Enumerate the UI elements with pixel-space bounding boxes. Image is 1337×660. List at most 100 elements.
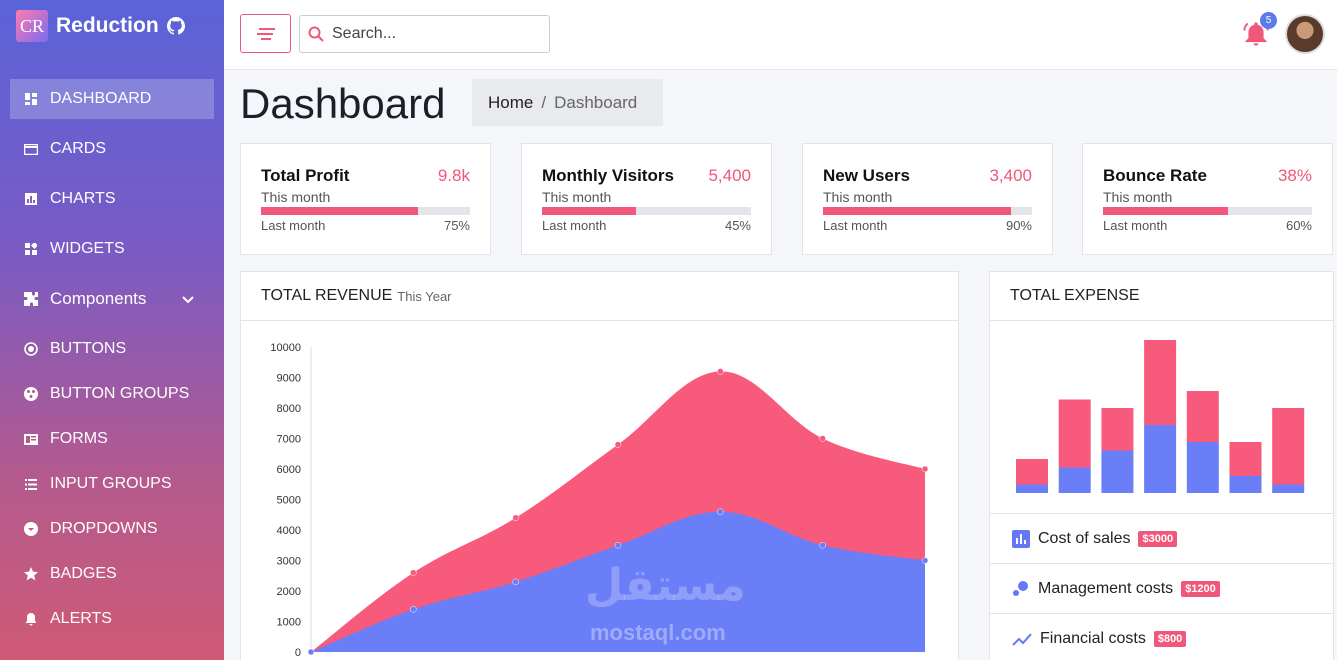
sidebar-item-badges[interactable]: BADGES [10, 554, 214, 594]
progress-bar [823, 207, 1032, 215]
revenue-panel: TOTAL REVENUE This Year 0 1000 2000 3000 400… [240, 271, 959, 660]
stat-label: Monthly Visitors [542, 166, 674, 185]
breadcrumb-current: Dashboard [554, 92, 638, 112]
data-point [819, 542, 826, 549]
brand[interactable]: CR Reduction [0, 0, 224, 52]
sidebar-item-label: INPUT GROUPS [50, 475, 172, 492]
expense-panel-header: TOTAL EXPENSE [990, 272, 1333, 321]
bar-segment [1101, 450, 1134, 493]
sidebar-item-label: CARDS [50, 140, 107, 157]
data-point [512, 514, 519, 522]
stat-percent: 75% [443, 218, 470, 233]
sidebar: CR Reduction DASHBOARD CARDS CHARTS WIDG… [0, 0, 224, 660]
sidebar-item-label: WIDGETS [50, 240, 125, 257]
stat-value: 3,400 [989, 166, 1032, 185]
sidebar-item-widgets[interactable]: WIDGETS [10, 229, 214, 269]
expense-item-financial-costs: Financial costs $800 [990, 613, 1333, 660]
revenue-subtitle: This Year [397, 288, 452, 304]
y-tick-label: 4000 [277, 525, 301, 537]
y-tick-label: 3000 [277, 556, 301, 568]
progress-fill [261, 207, 418, 215]
data-point [410, 606, 417, 613]
brand-name: Reduction [56, 14, 159, 37]
sidebar-item-label: ALERTS [50, 610, 112, 627]
stat-compare: Last month [261, 218, 326, 233]
data-point [921, 465, 929, 473]
sidebar-item-label: DASHBOARD [50, 90, 152, 107]
expense-amount-badge: $1200 [1181, 580, 1220, 597]
stat-value: 38% [1277, 166, 1312, 185]
stat-card-total-profit: Total Profit 9.8k This month Last month 75… [240, 143, 491, 255]
sidebar-item-alerts[interactable]: ALERTS [10, 599, 214, 639]
sidebar-item-components[interactable]: Components [10, 279, 214, 319]
bar-segment [1272, 408, 1305, 485]
bar-segment [1144, 425, 1177, 493]
search-input[interactable] [332, 25, 532, 43]
star-icon [24, 567, 38, 581]
expense-item-cost-of-sales: Cost of sales $3000 [990, 513, 1333, 563]
bar-segment [1186, 391, 1219, 442]
stat-value: 5,400 [708, 166, 751, 185]
data-point [921, 557, 929, 564]
notification-count-badge: 5 [1260, 12, 1277, 29]
sidebar-item-dashboard[interactable]: DASHBOARD [10, 79, 214, 119]
menu-toggle-button[interactable] [240, 14, 291, 53]
stat-sub: This month [261, 189, 331, 205]
expense-title: TOTAL EXPENSE [1010, 287, 1140, 304]
list-icon [24, 477, 38, 491]
stat-label: Bounce Rate [1103, 166, 1207, 185]
stat-card-monthly-visitors: Monthly Visitors 5,400 This month Last mo… [521, 143, 772, 255]
expense-amount-badge: $3000 [1138, 530, 1178, 547]
stat-percent: 90% [1005, 218, 1032, 233]
sidebar-item-buttons[interactable]: BUTTONS [10, 329, 214, 369]
menu-icon [256, 27, 275, 40]
area-series-1 [311, 511, 925, 652]
data-point [410, 569, 417, 576]
breadcrumb-home-link[interactable]: Home [488, 92, 534, 112]
sidebar-item-dropdowns[interactable]: DROPDOWNS [10, 509, 214, 549]
y-tick-label: 8000 [277, 403, 301, 415]
stat-card-bounce-rate: Bounce Rate 38% This month Last month 60% [1082, 143, 1333, 255]
progress-bar [261, 207, 470, 215]
sidebar-item-label: Components [50, 289, 147, 308]
bar-segment [1272, 484, 1305, 493]
y-tick-label: 7000 [277, 434, 301, 446]
topbar: 5 [224, 0, 1337, 70]
stat-value: 9.8k [437, 166, 470, 185]
progress-fill [1103, 207, 1229, 215]
sidebar-item-charts[interactable]: CHARTS [10, 179, 214, 219]
dashboard-icon [24, 92, 38, 106]
sidebar-nav: DASHBOARD CARDS CHARTS WIDGETS Component… [0, 79, 224, 639]
data-point [512, 578, 519, 586]
data-point [717, 368, 724, 375]
y-tick-label: 1000 [277, 617, 301, 629]
revenue-area-chart: 0 1000 2000 3000 4000 5000 6000 7000 8000 9000 100… [270, 342, 929, 659]
card-icon [24, 142, 38, 156]
bar-segment [1144, 340, 1177, 425]
sidebar-item-input-groups[interactable]: INPUT GROUPS [10, 464, 214, 504]
chart-icon [24, 192, 38, 206]
expense-amount-badge: $800 [1153, 630, 1187, 647]
sidebar-item-button-groups[interactable]: BUTTON GROUPS [10, 374, 214, 414]
stat-sub: This month [1103, 189, 1173, 205]
y-tick-label: 2000 [277, 586, 301, 598]
avatar[interactable] [1285, 14, 1325, 54]
sidebar-item-label: BADGES [50, 565, 117, 582]
page-title: Dashboard [240, 80, 446, 127]
bar-chart-icon [1012, 529, 1030, 548]
expense-label: Management costs [1038, 579, 1174, 597]
bar-segment [1016, 484, 1048, 493]
sidebar-item-label: CHARTS [50, 190, 116, 207]
search-box[interactable] [299, 15, 550, 53]
y-tick-label: 10000 [270, 342, 301, 354]
stat-sub: This month [823, 189, 893, 205]
github-icon[interactable] [166, 17, 185, 35]
breadcrumb-separator: / [541, 92, 547, 112]
watermark-arabic: مستقل [585, 561, 746, 610]
sidebar-item-forms[interactable]: FORMS [10, 419, 214, 459]
chevron-down-icon[interactable] [182, 291, 194, 307]
sidebar-item-cards[interactable]: CARDS [10, 129, 214, 169]
stat-compare: Last month [542, 218, 607, 233]
bar-segment [1229, 442, 1262, 476]
bubbles-icon [1013, 580, 1028, 596]
